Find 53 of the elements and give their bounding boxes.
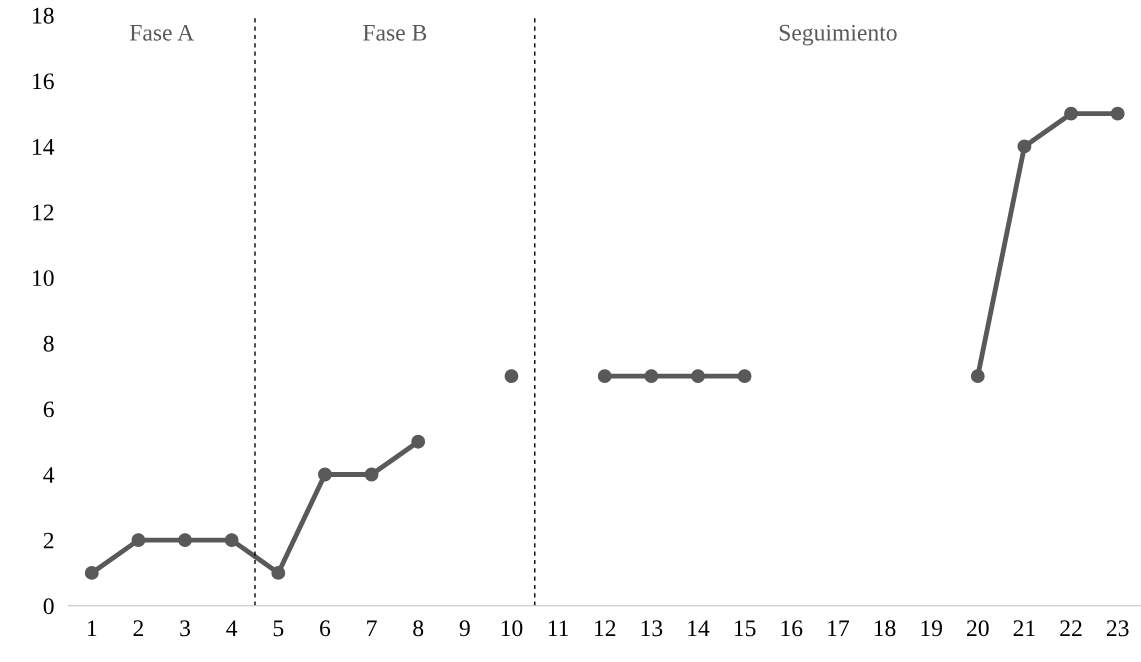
annotation: Fase A: [129, 24, 195, 41]
point: [1017, 139, 1032, 154]
y-tick-label: 2: [43, 532, 54, 549]
point: [178, 533, 192, 548]
x-tick-label: 22: [1060, 620, 1082, 636]
y-tick-label: 8: [43, 335, 54, 352]
x-tick-label: 3: [180, 620, 191, 637]
x-tick-label: 16: [781, 620, 803, 637]
x-tick-label: 2: [133, 620, 144, 636]
x-tick-label: 7: [367, 620, 377, 636]
x-tick-label: 6: [320, 620, 331, 637]
y-tick-label: 10: [33, 270, 54, 287]
point: [644, 369, 659, 384]
x-tick-label: 1: [87, 620, 97, 636]
x-tick-label: 19: [921, 620, 942, 637]
x-tick-label: 5: [273, 620, 284, 637]
y-tick-label: 12: [33, 204, 54, 221]
point: [504, 369, 519, 384]
point: [691, 369, 705, 384]
y-tick-label: 18: [33, 7, 54, 24]
x-tick-label: 23: [1106, 620, 1129, 637]
x-tick-label: 11: [548, 620, 569, 636]
y-tick-label: 16: [33, 73, 54, 90]
point: [1064, 106, 1078, 121]
point: [1110, 106, 1125, 121]
point: [271, 565, 286, 580]
point: [597, 369, 612, 384]
y-tick-label: 14: [33, 139, 55, 155]
x-tick-label: 4: [226, 620, 238, 636]
point: [364, 467, 379, 482]
point: [84, 565, 99, 580]
point: [970, 369, 985, 384]
x-tick-label: 21: [1013, 620, 1035, 636]
point: [131, 533, 146, 548]
point: [737, 369, 752, 384]
annotation: Seguimiento: [779, 24, 897, 46]
x-tick-label: 18: [874, 620, 896, 637]
x-tick-label: 9: [459, 620, 470, 637]
point: [224, 533, 239, 548]
y-tick-label: 6: [43, 401, 54, 418]
point: [411, 434, 426, 449]
x-tick-label: 20: [967, 620, 989, 637]
point: [317, 467, 332, 482]
x-tick-label: 10: [501, 620, 523, 637]
x-tick-label: 13: [641, 620, 663, 637]
y-tick-label: 0: [43, 598, 54, 615]
x-tick-label: 15: [734, 620, 756, 637]
annotation: Fase B: [363, 25, 427, 41]
x-tick-label: 12: [595, 620, 616, 636]
x-tick-label: 14: [688, 620, 710, 636]
x-tick-label: 8: [413, 620, 424, 637]
x-tick-label: 17: [828, 620, 850, 636]
y-tick-label: 4: [43, 467, 55, 483]
